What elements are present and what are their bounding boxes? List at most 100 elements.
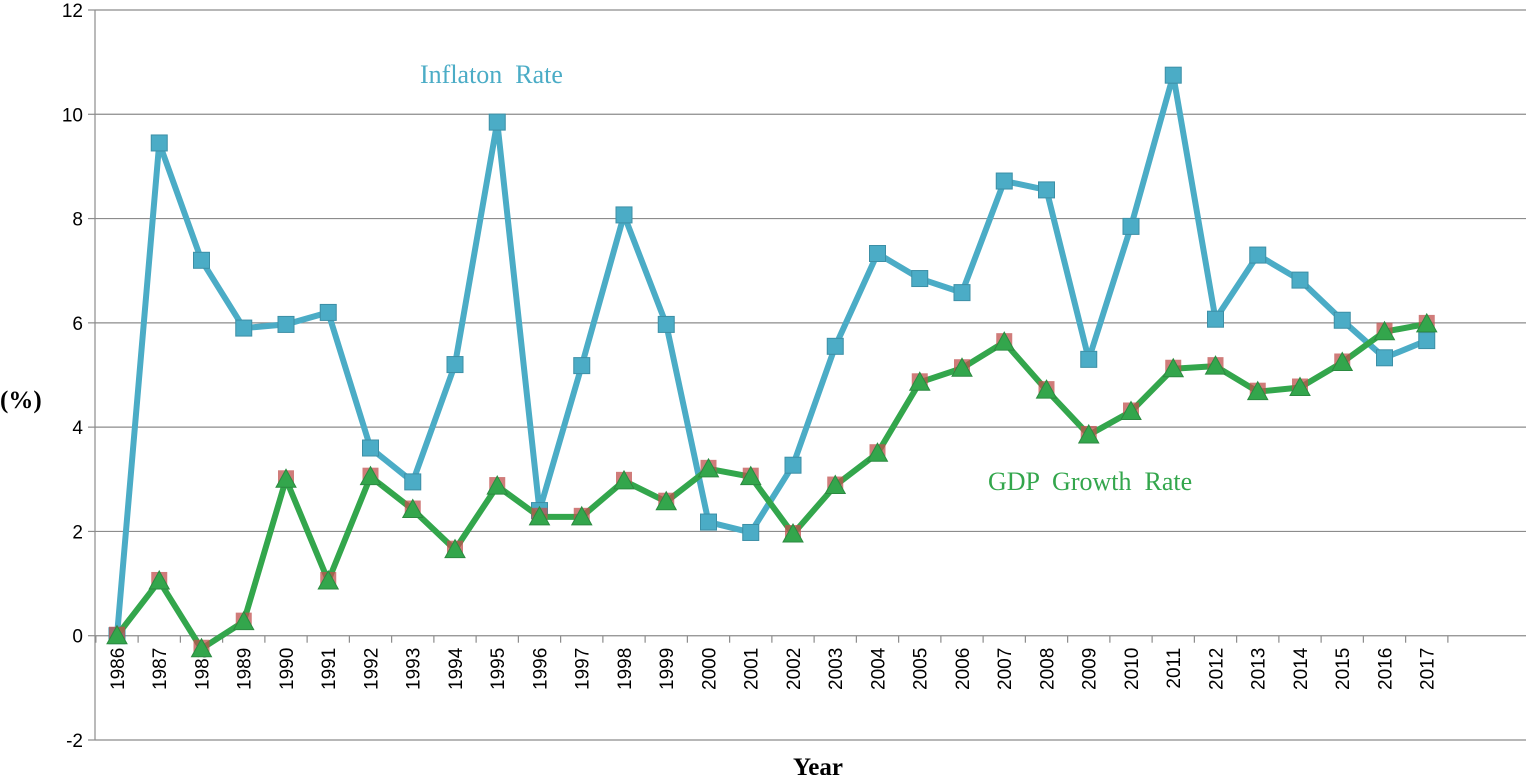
y-tick-label: 8 — [72, 210, 83, 231]
series-line — [114, 320, 1430, 652]
data-point — [1162, 357, 1185, 378]
data-point — [1246, 380, 1269, 401]
data-point — [1331, 351, 1354, 371]
data-point — [401, 498, 424, 519]
data-point — [911, 270, 929, 288]
data-point — [869, 245, 886, 263]
data-point — [1204, 355, 1227, 375]
data-point — [1077, 423, 1100, 444]
x-tick-label: 2006 — [953, 648, 974, 690]
data-point — [232, 610, 255, 631]
data-point — [362, 439, 379, 457]
data-point — [993, 331, 1016, 351]
x-tick-label: 2013 — [1249, 648, 1270, 690]
data-point — [953, 284, 971, 302]
x-tick-label: 2014 — [1291, 647, 1312, 690]
data-point — [742, 523, 760, 541]
data-point — [319, 303, 337, 321]
data-point — [866, 442, 889, 462]
y-tick-label: 12 — [62, 1, 83, 22]
x-tick-label: 1994 — [446, 647, 467, 690]
y-tick-label: 10 — [62, 105, 83, 126]
y-tick-label: -2 — [66, 731, 83, 752]
x-axis-label: Year — [793, 754, 843, 775]
x-tick-label: 2002 — [784, 648, 805, 690]
data-point — [615, 206, 633, 224]
data-point — [106, 624, 128, 645]
x-tick-label: 2000 — [700, 648, 721, 690]
x-tick-label: 2009 — [1080, 648, 1101, 690]
gdp-growth-rate-label: GDP Growth Rate — [988, 467, 1192, 496]
data-point — [275, 468, 297, 488]
data-point — [784, 456, 802, 474]
data-point — [190, 637, 213, 658]
data-point — [359, 465, 382, 486]
y-tick-label: 4 — [72, 418, 83, 439]
x-tick-label: 1997 — [573, 648, 594, 690]
x-tick-label: 2012 — [1207, 648, 1228, 690]
x-tick-label: 2007 — [995, 648, 1016, 690]
data-point — [317, 569, 340, 590]
data-point — [739, 465, 762, 486]
data-point — [404, 473, 422, 491]
x-tick-label: 2011 — [1164, 648, 1185, 689]
x-tick-label: 1986 — [108, 648, 129, 690]
y-tick-label: 0 — [72, 627, 83, 648]
y-tick-label: 6 — [72, 314, 83, 335]
data-point — [951, 357, 973, 377]
x-tick-label: 1989 — [235, 648, 256, 690]
series-line — [114, 72, 1430, 639]
x-tick-labels: 1986 1987 1988 1989 1990 1991 1992 1993 1994 1995… — [108, 647, 1439, 690]
data-point — [1122, 217, 1140, 235]
data-point — [528, 505, 551, 526]
series-0 — [108, 66, 1436, 645]
data-point — [486, 475, 509, 495]
data-point — [1249, 246, 1267, 264]
data-point — [824, 474, 847, 495]
data-point — [995, 172, 1013, 190]
axes — [94, 10, 1449, 740]
data-point — [1415, 312, 1438, 333]
data-point — [193, 251, 210, 269]
data-point — [1333, 311, 1351, 329]
data-point — [1376, 349, 1393, 367]
data-point — [1291, 271, 1309, 289]
data-point — [446, 356, 464, 374]
x-tick-label: 1988 — [193, 648, 214, 690]
y-tick-label: 2 — [72, 522, 83, 543]
data-point — [1164, 66, 1182, 84]
data-point — [1120, 400, 1142, 420]
data-point — [488, 113, 506, 131]
x-tick-label: 2010 — [1122, 648, 1143, 690]
data-point — [1418, 332, 1436, 350]
x-tick-label: 1998 — [615, 648, 636, 690]
data-point — [1038, 181, 1055, 199]
data-point — [1207, 310, 1224, 328]
x-tick-label: 1996 — [531, 648, 552, 690]
data-point — [908, 371, 931, 391]
gridlines — [88, 9, 1526, 741]
data-point — [573, 357, 591, 375]
x-tick-label: 1995 — [488, 648, 509, 690]
x-tick-label: 2015 — [1333, 648, 1354, 690]
x-tick-label: 2016 — [1376, 648, 1397, 690]
data-point — [1373, 320, 1396, 341]
data-point — [655, 490, 678, 511]
data-point — [1289, 376, 1311, 397]
data-point — [613, 469, 635, 490]
x-tick-label: 1993 — [404, 648, 425, 690]
inflation-rate-label: Inflaton Rate — [420, 60, 563, 89]
x-tick-label: 2003 — [826, 648, 847, 690]
x-tick-label: 1987 — [150, 648, 171, 690]
data-point — [150, 134, 168, 152]
data-point — [1035, 379, 1058, 399]
data-point — [148, 569, 171, 590]
x-tick-label: 1990 — [277, 648, 298, 690]
data-point — [444, 538, 466, 559]
data-point — [570, 505, 593, 526]
data-point — [697, 457, 720, 478]
x-tick-label: 1991 — [319, 648, 340, 690]
x-tick-label: 2008 — [1038, 648, 1059, 690]
x-tick-label: 1999 — [657, 648, 678, 690]
